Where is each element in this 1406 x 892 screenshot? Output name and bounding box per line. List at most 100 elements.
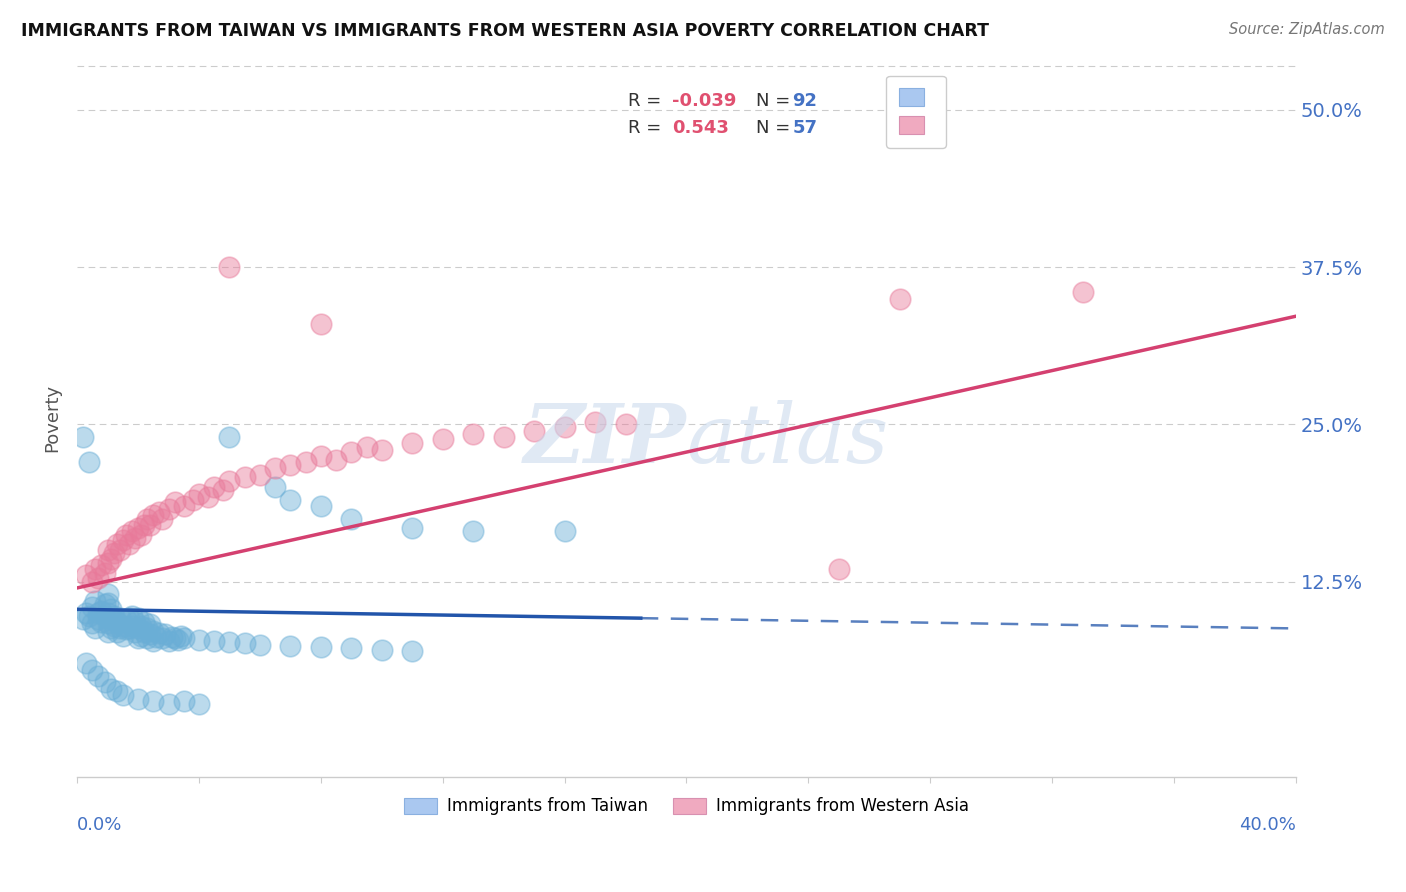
Point (463, 427, 485, 442)
Point (105, 624, 128, 639)
Point (127, 611, 149, 625)
Point (142, 633, 165, 648)
Point (309, 317, 332, 331)
Point (72, 612, 94, 626)
Point (100, 621, 122, 635)
Point (401, 644, 423, 658)
Point (97, 624, 120, 639)
Point (118, 537, 141, 551)
Text: IMMIGRANTS FROM TAIWAN VS IMMIGRANTS FROM WESTERN ASIA POVERTY CORRELATION CHART: IMMIGRANTS FROM TAIWAN VS IMMIGRANTS FRO… (21, 22, 988, 40)
Point (181, 492, 204, 507)
Point (152, 632, 174, 646)
Point (127, 632, 149, 646)
Point (325, 452, 347, 467)
Point (136, 621, 159, 635)
Text: R =: R = (628, 92, 666, 111)
Point (264, 480, 287, 494)
Point (100, 612, 122, 626)
Point (889, 292, 911, 306)
Point (129, 629, 152, 643)
Point (121, 608, 143, 623)
Point (614, 417, 637, 432)
Point (139, 627, 162, 641)
Point (115, 612, 138, 626)
Point (188, 486, 211, 500)
Point (121, 618, 143, 632)
Text: 0.543: 0.543 (672, 120, 728, 137)
Point (118, 611, 141, 625)
Point (108, 621, 131, 635)
Point (492, 430, 515, 444)
Point (280, 458, 302, 472)
Point (93, 608, 115, 623)
Point (124, 531, 146, 545)
Point (233, 636, 256, 650)
Point (134, 518, 156, 533)
Point (142, 508, 165, 522)
Point (93, 675, 115, 690)
Point (97, 556, 120, 570)
Point (148, 626, 170, 640)
Text: N =: N = (756, 120, 796, 137)
Text: 0.0%: 0.0% (77, 816, 122, 834)
Point (87, 612, 110, 626)
Point (87, 571, 110, 585)
Point (155, 627, 177, 641)
Point (249, 467, 271, 482)
Point (157, 501, 180, 516)
Point (136, 632, 159, 646)
Point (129, 528, 152, 542)
Point (127, 621, 149, 635)
Point (97, 596, 120, 610)
Point (77, 608, 100, 623)
Point (87, 606, 110, 620)
Point (134, 624, 156, 639)
Point (97, 587, 120, 601)
Point (157, 633, 180, 648)
Point (105, 615, 128, 629)
Point (264, 461, 287, 475)
Point (111, 533, 134, 548)
Point (75, 568, 97, 582)
Point (1071, 285, 1094, 300)
Point (77, 455, 100, 469)
Point (371, 442, 394, 457)
Point (554, 420, 576, 434)
Point (90, 604, 112, 618)
Point (82, 599, 104, 614)
Point (170, 629, 193, 643)
Point (139, 617, 162, 632)
Point (108, 543, 131, 558)
Point (401, 436, 423, 450)
Point (197, 491, 219, 505)
Point (127, 520, 149, 534)
Point (90, 558, 112, 573)
Text: 40.0%: 40.0% (1239, 816, 1296, 834)
Point (134, 615, 156, 629)
Point (142, 624, 165, 638)
Point (152, 512, 174, 526)
Point (111, 629, 134, 643)
Point (401, 520, 423, 534)
Point (121, 524, 143, 539)
Point (828, 562, 851, 576)
Point (218, 474, 240, 488)
Point (280, 639, 302, 653)
Text: 57: 57 (793, 120, 817, 137)
Point (105, 537, 128, 551)
Point (129, 618, 152, 632)
Point (84, 621, 107, 635)
Point (202, 633, 225, 648)
Point (111, 688, 134, 702)
Point (145, 630, 167, 644)
Point (163, 495, 186, 509)
Point (97, 606, 120, 620)
Point (93, 597, 115, 611)
Point (103, 546, 125, 560)
Point (583, 415, 606, 429)
Point (212, 483, 235, 497)
Point (157, 697, 180, 711)
Point (188, 697, 211, 711)
Text: ZIP: ZIP (524, 400, 686, 480)
Point (202, 480, 225, 494)
